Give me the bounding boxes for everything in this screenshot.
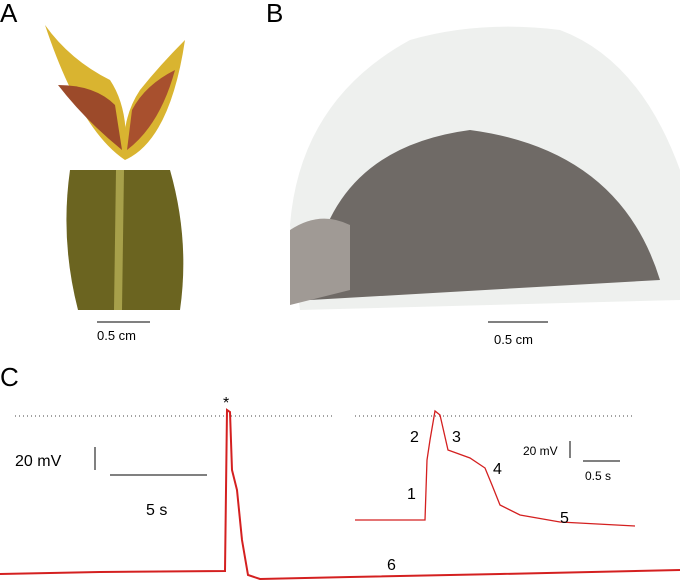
voltage-scale-label: 20 mV: [15, 453, 62, 470]
scale-label: 0.5 cm: [494, 332, 533, 347]
trace: [0, 408, 681, 581]
phase-label: 2: [410, 429, 419, 446]
inset-trace: [355, 409, 636, 527]
time-scale-label: 5 s: [146, 502, 167, 519]
photo-trap: [45, 25, 185, 311]
panel-label: C: [0, 362, 19, 392]
photo-leaf: [290, 26, 680, 311]
phase-label: 5: [560, 510, 569, 527]
trace-label: 6: [387, 557, 396, 574]
panel-label: A: [0, 0, 18, 28]
phase-label: 4: [493, 461, 502, 478]
peak-marker: *: [223, 395, 229, 412]
inset-voltage-label: 20 mV: [523, 444, 558, 458]
phase-label: 3: [452, 429, 461, 446]
inset-time-label: 0.5 s: [585, 469, 611, 483]
panel-label: B: [266, 0, 283, 28]
phase-label: 1: [407, 486, 416, 503]
scale-label: 0.5 cm: [97, 328, 136, 343]
